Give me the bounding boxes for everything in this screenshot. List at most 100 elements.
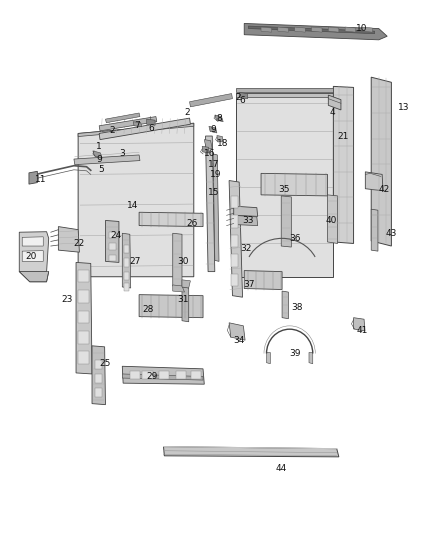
- Polygon shape: [261, 27, 272, 32]
- Polygon shape: [191, 372, 201, 378]
- Text: 2: 2: [185, 109, 190, 117]
- Text: 11: 11: [35, 175, 46, 184]
- Polygon shape: [93, 151, 102, 158]
- Polygon shape: [78, 123, 194, 136]
- Polygon shape: [213, 154, 219, 261]
- Text: 13: 13: [398, 103, 410, 112]
- Text: 38: 38: [291, 303, 303, 312]
- Text: 24: 24: [110, 231, 122, 240]
- Text: 7: 7: [134, 122, 140, 130]
- Polygon shape: [99, 118, 191, 140]
- Polygon shape: [124, 259, 129, 266]
- Polygon shape: [22, 237, 43, 246]
- Text: 30: 30: [177, 257, 189, 266]
- Polygon shape: [122, 366, 204, 384]
- Polygon shape: [295, 27, 305, 32]
- Text: 33: 33: [242, 216, 253, 225]
- Polygon shape: [239, 93, 247, 99]
- Polygon shape: [278, 27, 288, 32]
- Text: 36: 36: [289, 234, 300, 243]
- Text: 4: 4: [330, 109, 336, 117]
- Text: 28: 28: [143, 305, 154, 314]
- Text: 17: 17: [208, 160, 219, 168]
- Polygon shape: [124, 272, 129, 280]
- Polygon shape: [209, 126, 217, 133]
- Polygon shape: [78, 270, 88, 282]
- Text: 40: 40: [326, 216, 337, 225]
- Polygon shape: [19, 272, 49, 282]
- Polygon shape: [229, 323, 245, 340]
- Polygon shape: [173, 233, 182, 287]
- Text: 8: 8: [216, 114, 222, 123]
- Polygon shape: [182, 280, 191, 288]
- Polygon shape: [74, 155, 140, 165]
- Polygon shape: [122, 374, 203, 380]
- Text: 34: 34: [233, 336, 245, 345]
- Polygon shape: [229, 181, 243, 297]
- Polygon shape: [22, 251, 43, 261]
- Polygon shape: [78, 311, 88, 324]
- Polygon shape: [202, 146, 209, 153]
- Text: 10: 10: [356, 24, 368, 33]
- Text: 37: 37: [244, 280, 255, 289]
- Text: 21: 21: [337, 132, 349, 141]
- Polygon shape: [124, 245, 129, 253]
- Text: 18: 18: [217, 139, 228, 148]
- Polygon shape: [19, 232, 49, 272]
- Polygon shape: [29, 171, 37, 184]
- Polygon shape: [234, 206, 258, 216]
- Polygon shape: [345, 27, 356, 32]
- Text: 14: 14: [127, 200, 138, 209]
- Polygon shape: [163, 447, 339, 457]
- Text: 20: 20: [25, 252, 36, 261]
- Text: 44: 44: [276, 464, 287, 473]
- Text: 2: 2: [109, 126, 115, 135]
- Polygon shape: [78, 351, 88, 364]
- Polygon shape: [92, 346, 106, 405]
- Polygon shape: [139, 295, 203, 318]
- Text: 3: 3: [120, 149, 125, 158]
- Polygon shape: [371, 209, 378, 251]
- Polygon shape: [365, 172, 383, 191]
- Polygon shape: [215, 115, 223, 122]
- Polygon shape: [205, 136, 215, 272]
- Polygon shape: [109, 244, 116, 249]
- Text: 31: 31: [177, 295, 189, 304]
- Polygon shape: [236, 93, 332, 96]
- Polygon shape: [261, 173, 328, 196]
- Text: 9: 9: [211, 125, 216, 134]
- Polygon shape: [159, 372, 170, 378]
- Polygon shape: [217, 135, 223, 142]
- Polygon shape: [231, 235, 238, 247]
- Polygon shape: [95, 374, 102, 383]
- Polygon shape: [231, 273, 238, 286]
- Polygon shape: [244, 271, 282, 289]
- Polygon shape: [139, 212, 203, 227]
- Polygon shape: [190, 94, 233, 107]
- Polygon shape: [248, 26, 374, 34]
- Text: 9: 9: [96, 155, 102, 164]
- Text: 6: 6: [239, 96, 245, 104]
- Polygon shape: [231, 254, 238, 266]
- Polygon shape: [78, 331, 88, 344]
- Polygon shape: [282, 291, 288, 319]
- Text: 1: 1: [96, 142, 102, 151]
- Text: 15: 15: [208, 188, 219, 197]
- Polygon shape: [231, 215, 238, 228]
- Polygon shape: [371, 77, 392, 246]
- Polygon shape: [328, 195, 338, 244]
- Polygon shape: [311, 27, 322, 32]
- Text: 16: 16: [204, 149, 215, 158]
- Polygon shape: [142, 372, 152, 378]
- Polygon shape: [58, 227, 79, 252]
- Polygon shape: [234, 215, 258, 225]
- Polygon shape: [124, 283, 129, 291]
- Text: 23: 23: [61, 295, 72, 304]
- Polygon shape: [231, 196, 238, 208]
- Polygon shape: [244, 23, 387, 40]
- Polygon shape: [204, 140, 212, 149]
- Polygon shape: [362, 27, 372, 32]
- Polygon shape: [236, 88, 332, 92]
- Text: 32: 32: [240, 244, 252, 253]
- Polygon shape: [353, 318, 365, 331]
